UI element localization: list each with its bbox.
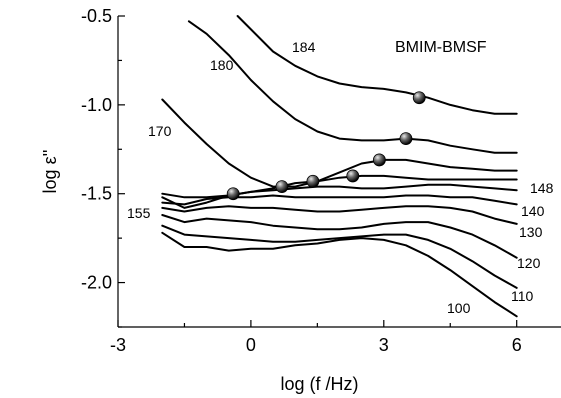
curve-label-130: 130 bbox=[519, 224, 543, 240]
curves bbox=[161, 15, 518, 318]
x-tick-label: 0 bbox=[246, 335, 256, 355]
marker-group bbox=[226, 91, 426, 201]
curve-140 bbox=[161, 194, 518, 206]
peak-marker bbox=[412, 91, 426, 105]
axis-ticks: -3 0 3 6 -2.0 -1.5 -1.0 -0.5 bbox=[81, 6, 522, 355]
curve-180 bbox=[187, 20, 518, 154]
peak-marker bbox=[346, 169, 360, 183]
x-tick-label: 6 bbox=[512, 335, 522, 355]
peak-marker bbox=[226, 187, 240, 201]
curve-155 bbox=[161, 174, 518, 209]
curve-label-184: 184 bbox=[292, 39, 316, 55]
y-tick-label: -1.5 bbox=[81, 184, 112, 204]
curve-170 bbox=[161, 98, 518, 188]
x-tick-label: 3 bbox=[379, 335, 389, 355]
curve-120 bbox=[161, 214, 518, 259]
curve-label-148: 148 bbox=[530, 180, 554, 196]
curve-130 bbox=[161, 205, 518, 225]
curve-label-120: 120 bbox=[517, 255, 541, 271]
plot-frame bbox=[117, 16, 561, 328]
curve-label-100: 100 bbox=[447, 300, 471, 316]
peak-marker bbox=[399, 132, 413, 146]
curve-label-155: 155 bbox=[127, 205, 151, 221]
curve-100 bbox=[161, 231, 518, 318]
y-tick-label: -0.5 bbox=[81, 6, 112, 26]
curve-label-110: 110 bbox=[511, 288, 534, 304]
curve-labels: 184 180 170 155 148 140 130 120 110 100 bbox=[127, 39, 554, 316]
peak-marker bbox=[306, 174, 320, 188]
x-tick-label: -3 bbox=[110, 335, 126, 355]
curve-110 bbox=[161, 224, 518, 289]
y-axis-title: log ε'' bbox=[40, 150, 60, 194]
y-tick-label: -2.0 bbox=[81, 273, 112, 293]
x-axis-title: log (f /Hz) bbox=[280, 374, 358, 394]
peak-marker bbox=[372, 153, 386, 167]
curve-label-170: 170 bbox=[148, 123, 172, 139]
curve-148 bbox=[161, 183, 518, 199]
peak-marker bbox=[275, 180, 289, 194]
sample-annotation: BMIM-BMSF bbox=[395, 39, 487, 56]
curve-184 bbox=[236, 15, 518, 115]
curve-label-180: 180 bbox=[210, 57, 234, 73]
y-tick-label: -1.0 bbox=[81, 95, 112, 115]
curve-label-140: 140 bbox=[521, 203, 545, 219]
